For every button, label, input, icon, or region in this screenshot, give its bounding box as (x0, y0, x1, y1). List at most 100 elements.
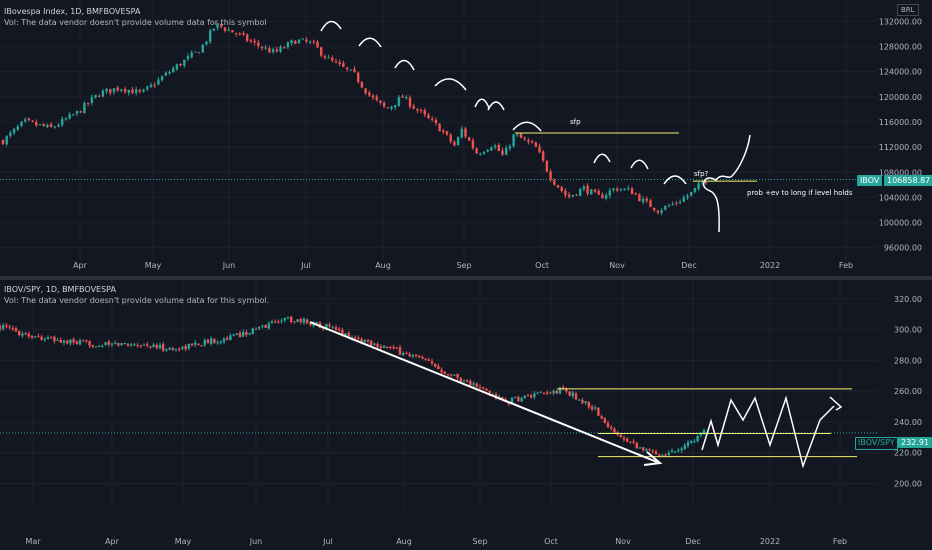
candle-body (212, 28, 216, 31)
candle-body (567, 194, 571, 197)
candle-body (445, 131, 449, 135)
candle-body (160, 76, 164, 81)
candle-body (49, 123, 53, 128)
top-chart-canvas[interactable]: 132000.00 128000.00 124000.00 120000.00 1160… (0, 0, 932, 276)
candle-body (31, 120, 34, 122)
candle-body (421, 357, 424, 359)
candle-body (35, 122, 38, 126)
candle-body (431, 118, 434, 120)
candle-body (168, 347, 171, 350)
candle-body (123, 343, 126, 345)
candle-body (306, 319, 309, 324)
candle-body (693, 441, 696, 443)
y-tick-label: 220.00 (894, 449, 922, 458)
candle-body (389, 347, 392, 349)
candle-body (536, 392, 539, 394)
candle-body (56, 340, 59, 342)
candle-body (90, 97, 93, 103)
candle-body (53, 336, 56, 342)
candle-body (654, 451, 658, 455)
candle-body (258, 326, 261, 329)
candle-body (466, 380, 469, 382)
candle-body (394, 105, 397, 108)
candle-body (320, 47, 323, 56)
swing-high-arc (394, 59, 415, 71)
candle-body (368, 92, 371, 96)
candle-body (460, 128, 463, 138)
candle-body (622, 437, 626, 440)
candle-body (462, 380, 466, 382)
top-chart-pane[interactable]: 132000.00 128000.00 124000.00 120000.00 1160… (0, 0, 932, 276)
candle-body (354, 337, 357, 339)
candle-body (162, 344, 165, 351)
candle-body (286, 317, 290, 319)
candle-body (600, 416, 603, 419)
candle-body (486, 149, 489, 152)
pane-separator[interactable] (0, 276, 932, 280)
candle-body (360, 82, 364, 88)
x-tick-label: Feb (839, 261, 853, 270)
candle-body (30, 335, 34, 338)
candle-body (693, 187, 697, 192)
candle-body (117, 342, 120, 346)
candle-body (546, 392, 549, 394)
candle-body (72, 114, 75, 116)
candle-body (479, 153, 482, 155)
candle-body (675, 202, 678, 204)
candle-body (66, 340, 69, 344)
candle-body (40, 336, 43, 341)
range-projection-zigzag (701, 395, 835, 469)
candle-body (18, 330, 21, 336)
candle-body (398, 347, 402, 355)
candle-body (382, 102, 386, 107)
candle-body (174, 348, 178, 350)
top-volume-note: Vol: The data vendor doesn't provide vol… (4, 18, 267, 27)
currency-badge[interactable]: BRL (897, 4, 919, 16)
candle-body (116, 87, 119, 91)
bottom-symbol-tag: IBOV/SPY (855, 437, 898, 450)
candle-body (579, 188, 582, 196)
x-tick-label: Sep (472, 537, 487, 546)
candle-body (296, 319, 299, 322)
y-tick-label: 200.00 (894, 480, 922, 489)
candle-body (630, 188, 634, 195)
candle-body (11, 328, 14, 330)
candle-body (601, 194, 604, 199)
swing-high-arc (663, 175, 687, 185)
candle-body (456, 137, 460, 145)
bottom-chart-pane[interactable]: 320.00 300.00 280.00 260.00 240.00 220.00 200.… (0, 280, 932, 550)
x-tick-label: Nov (609, 261, 625, 270)
candle-body (254, 328, 258, 330)
candle-body (12, 128, 16, 134)
y-tick-label: 132000.00 (879, 17, 922, 26)
candle-body (277, 321, 280, 323)
candle-body (626, 438, 629, 442)
candle-body (78, 340, 82, 345)
candle-body (371, 95, 375, 98)
candle-body (59, 339, 62, 343)
candle-body (414, 354, 418, 356)
bottom-chart-canvas[interactable]: 320.00 300.00 280.00 260.00 240.00 220.00 200.… (0, 280, 932, 550)
candle-body (634, 193, 637, 195)
candle-body (443, 371, 446, 375)
candle-body (638, 447, 642, 449)
candle-body (366, 339, 370, 342)
candle-body (386, 346, 389, 349)
candle-body (581, 400, 584, 403)
candle-body (75, 110, 79, 114)
candle-body (69, 339, 72, 344)
candle-body (376, 344, 379, 348)
candle-body (275, 49, 278, 52)
candle-body (347, 333, 350, 339)
candle-body (370, 340, 373, 346)
candle-body (594, 407, 597, 409)
candle-body (24, 333, 27, 335)
swing-high-arc (320, 20, 342, 32)
candle-body (270, 321, 274, 323)
candle-body (627, 188, 630, 190)
bearish-projection-path (702, 181, 720, 233)
candle-body (27, 118, 31, 121)
candle-body (527, 140, 530, 142)
candle-body (505, 148, 508, 155)
candle-body (293, 321, 296, 323)
